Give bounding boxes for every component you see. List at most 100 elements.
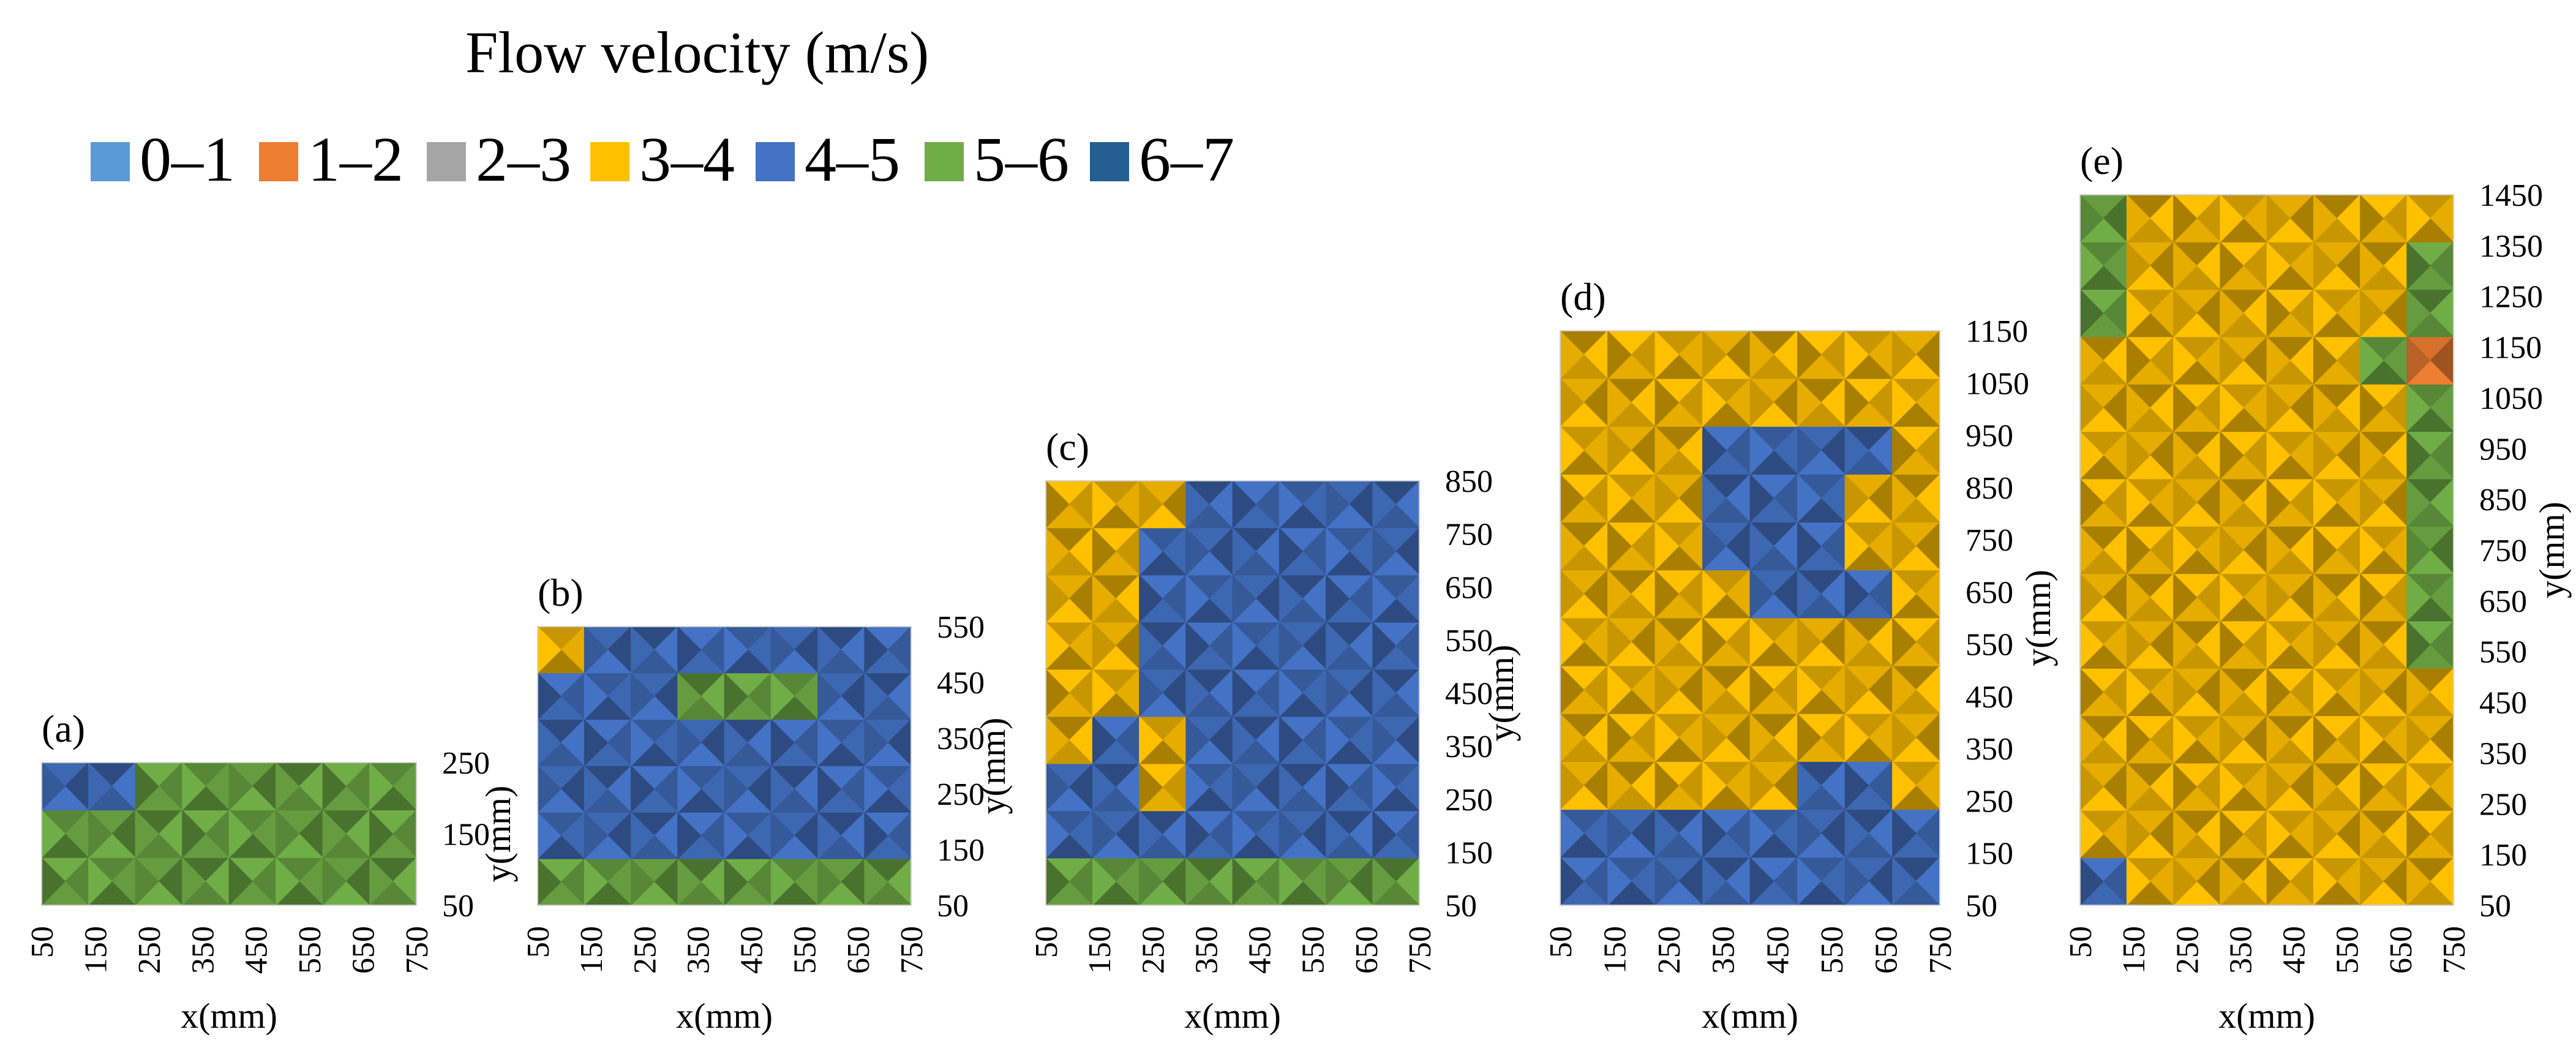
cell-B-r3-c5-t3 — [770, 718, 795, 767]
cell-B-r1-c4-t3 — [1232, 810, 1256, 859]
cell-Y-r2-c2-t3 — [1654, 761, 1680, 810]
cell-Y-r3-c6-t3 — [2360, 715, 2384, 764]
cell-B-r1-c2-t3 — [631, 812, 655, 860]
cell-B-r7-c4-t3 — [1749, 521, 1774, 571]
cell-B-r6-c5-t3 — [1279, 575, 1303, 623]
y-tick-label: 50 — [1966, 889, 1997, 924]
cell-G-r2-c7-t3 — [369, 762, 394, 811]
cell-Y-r10-c7-t3 — [1892, 378, 1917, 428]
cell-G-r10-c7-t3 — [2406, 383, 2431, 432]
y-tick-label: 550 — [2479, 635, 2527, 670]
y-tick-label: 150 — [442, 818, 490, 853]
cell-Y-r1-c1-t3 — [2126, 810, 2150, 859]
cell-Y-r10-c2-t3 — [1654, 378, 1680, 428]
cell-Y-r5-c4-t3 — [1749, 617, 1774, 667]
cell-B-r8-c3-t3 — [1185, 480, 1210, 529]
cell-Y-r5-c1-t3 — [2126, 620, 2150, 669]
cell-G-r4-c4-t3 — [724, 672, 748, 720]
panel-label: (b) — [538, 571, 584, 614]
cell-B-r9-c4-t3 — [1749, 426, 1774, 475]
x-tick-label: 750 — [1403, 926, 1438, 974]
x-axis-label: x(mm) — [1184, 996, 1281, 1036]
cell-Y-r2-c5-t3 — [2313, 763, 2337, 812]
cell-Y-r9-c6-t3 — [2360, 431, 2384, 480]
cell-B-r1-c4-t3 — [724, 812, 748, 860]
cell-Y-r13-c1-t3 — [2126, 241, 2150, 290]
x-tick-label: 550 — [2330, 926, 2365, 974]
cell-Y-r1-c6-t3 — [2360, 810, 2384, 859]
cell-B-r6-c6-t3 — [1844, 569, 1869, 619]
cell-Y-r11-c3-t3 — [2220, 336, 2244, 385]
cell-Y-r8-c3-t3 — [2220, 478, 2244, 527]
cell-Y-r8-c1-t3 — [1607, 473, 1632, 523]
legend-label-1: 0–1 — [140, 124, 235, 195]
y-tick-label: 550 — [937, 610, 985, 645]
y-tick-label: 350 — [2479, 736, 2527, 771]
cell-B-r1-c2-t3 — [1654, 808, 1680, 858]
cell-Y-r4-c4-t3 — [2266, 668, 2291, 717]
cell-B-r0-c1-t3 — [1607, 856, 1632, 906]
y-tick-label: 50 — [442, 889, 474, 924]
x-tick-label: 350 — [186, 926, 220, 974]
cell-Y-r11-c5-t3 — [2313, 336, 2337, 385]
y-tick-label: 450 — [937, 666, 985, 701]
cell-Y-r11-c1-t3 — [1607, 330, 1632, 380]
cell-Y-r10-c4-t3 — [1749, 378, 1774, 428]
cell-Y-r6-c1-t3 — [2126, 573, 2150, 622]
cell-Y-r9-c1-t3 — [1607, 426, 1632, 475]
cell-B-r3-c1-t3 — [1092, 716, 1116, 764]
cell-Y-r3-c4-t3 — [1749, 713, 1774, 763]
y-tick-label: 350 — [1966, 732, 2013, 767]
y-tick-label: 150 — [1445, 835, 1493, 870]
cell-B-r6-c2-t3 — [1139, 575, 1163, 623]
cell-Y-r11-c3-t3 — [1702, 330, 1727, 380]
cell-B-r2-c7-t3 — [1372, 763, 1397, 812]
x-tick-label: 250 — [1652, 926, 1687, 974]
cell-Y-r14-c4-t3 — [2266, 194, 2291, 243]
cell-B-r7-c7-t3 — [1372, 527, 1397, 576]
x-tick-label: 350 — [1189, 926, 1224, 974]
cell-B-r4-c1-t3 — [584, 672, 608, 720]
cell-G-r9-c7-t3 — [2406, 431, 2431, 480]
panel-label: (d) — [1560, 275, 1606, 318]
cell-B-r1-c3-t3 — [1185, 810, 1210, 859]
cell-Y-r14-c5-t3 — [2313, 194, 2337, 243]
cell-Y-r13-c6-t3 — [2360, 241, 2384, 290]
cell-Y-r9-c5-t3 — [2313, 431, 2337, 480]
cell-B-r3-c2-t3 — [631, 718, 655, 767]
cell-B-r2-c3-t3 — [1185, 763, 1210, 812]
panel-e: (e) 50 150 250 350 450 550 650 750 x(mm) 50 150 250 3… — [2063, 139, 2572, 1036]
cell-B-r2-c4-t3 — [724, 765, 748, 813]
y-tick-label: 50 — [2479, 889, 2511, 924]
cell-Y-r10-c5-t3 — [1797, 378, 1822, 428]
y-tick-label: 150 — [1966, 837, 2013, 872]
cell-Y-r4-c6-t3 — [1844, 665, 1869, 715]
y-tick-label: 1050 — [2479, 381, 2543, 416]
cell-Y-r9-c1-t3 — [2126, 431, 2150, 480]
cell-Y-r2-c3-t3 — [1702, 761, 1727, 810]
cell-Y-r2-c4-t3 — [2266, 763, 2291, 812]
cell-Y-r4-c1-t3 — [1607, 665, 1632, 715]
cell-Y-r7-c2-t3 — [2173, 526, 2198, 575]
cell-B-r1-c6-t3 — [1326, 810, 1350, 859]
cell-Y-r4-c2-t3 — [1654, 665, 1680, 715]
y-axis-label: y(mm) — [973, 718, 1013, 815]
cell-B-r1-c1-t3 — [584, 812, 608, 860]
x-tick-label: 450 — [239, 926, 274, 974]
cell-Y-r6-c6-t3 — [2360, 573, 2384, 622]
cell-B-r1-c4-t3 — [1749, 808, 1774, 858]
cell-Y-r3-c1-t3 — [1607, 713, 1632, 763]
cell-Y-r13-c2-t3 — [2173, 241, 2198, 290]
cell-Y-r5-c6-t3 — [2360, 620, 2384, 669]
y-tick-label: 650 — [2479, 584, 2527, 619]
legend-label-2: 1–2 — [308, 124, 404, 195]
cell-B-r8-c7-t3 — [1372, 480, 1397, 529]
cell-B-r1-c1-t3 — [1092, 810, 1116, 859]
x-tick-label: 650 — [2384, 926, 2419, 974]
cell-Y-r12-c5-t3 — [2313, 288, 2337, 337]
cell-Y-r13-c4-t3 — [2266, 241, 2291, 290]
cell-B-r4-c5-t3 — [1279, 669, 1303, 717]
cell-G-r2-c6-t3 — [322, 762, 347, 811]
cell-Y-r5-c3-t3 — [1702, 617, 1727, 667]
cell-Y-r11-c4-t3 — [2266, 336, 2291, 385]
